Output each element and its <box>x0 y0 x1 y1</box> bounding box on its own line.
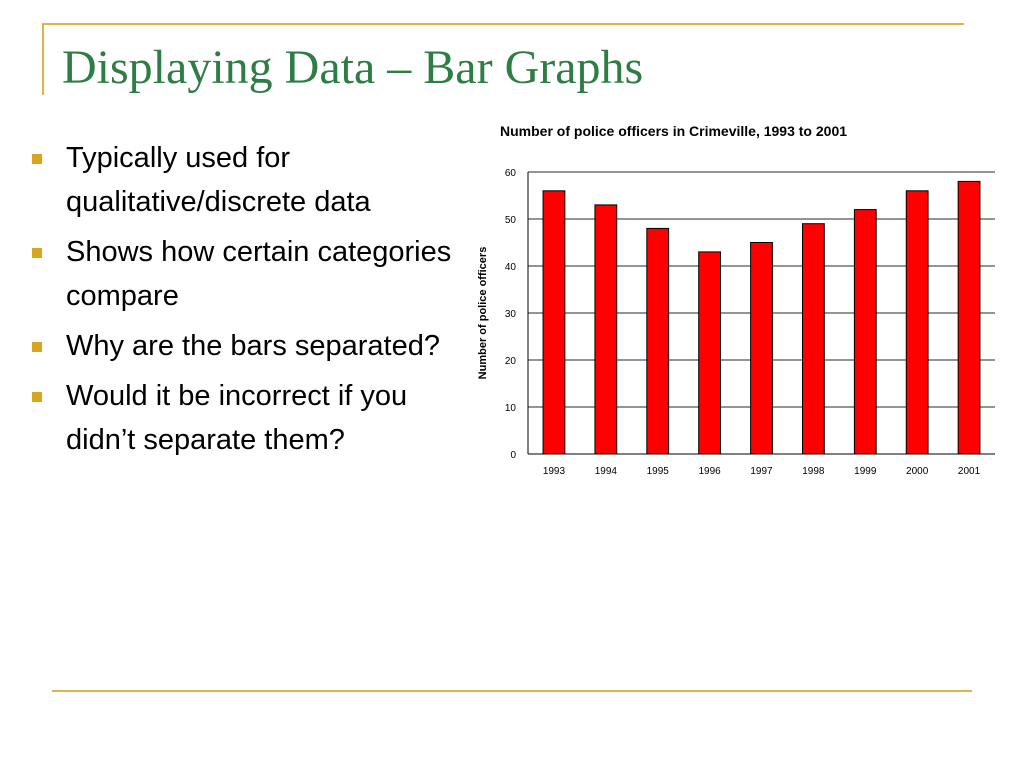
bar-1996 <box>698 251 722 455</box>
y-tick-label: 30 <box>505 309 517 320</box>
bullet-text: Typically used for qualitative/discrete … <box>66 142 371 218</box>
top-rule <box>42 23 964 25</box>
bullet-item: Why are the bars separated? <box>28 324 468 368</box>
bullet-text: Shows how certain categories compare <box>66 236 452 312</box>
y-tick-label: 10 <box>505 403 517 414</box>
bar-1995 <box>646 227 670 455</box>
bar-chart: 0 10 20 30 40 50 60 Number of police officers 19… <box>477 168 995 477</box>
square-bullet-icon <box>32 154 42 164</box>
bullet-item: Would it be incorrect if you didn’t sepa… <box>28 374 468 462</box>
bullet-item: Typically used for qualitative/discrete … <box>28 136 468 224</box>
x-tick-label: 2000 <box>906 466 929 477</box>
bar-1997 <box>750 242 773 455</box>
left-rule <box>42 23 44 95</box>
bottom-rule <box>52 690 972 692</box>
x-tick-label: 1997 <box>750 466 773 477</box>
bar-1994 <box>594 204 618 455</box>
y-tick-label: 0 <box>510 450 516 461</box>
square-bullet-icon <box>32 342 42 352</box>
x-tick-label: 1994 <box>595 466 618 477</box>
y-tick-label: 40 <box>505 262 517 273</box>
square-bullet-icon <box>32 392 42 402</box>
x-tick-label: 1995 <box>647 466 670 477</box>
x-tick-label: 2001 <box>958 466 981 477</box>
y-axis-label: Number of police officers <box>477 247 489 380</box>
square-bullet-icon <box>32 248 42 258</box>
y-tick-label: 60 <box>505 168 517 179</box>
y-tick-label: 20 <box>505 356 517 367</box>
bullet-item: Shows how certain categories compare <box>28 230 468 318</box>
bar-1999 <box>853 209 877 455</box>
x-tick-label: 1999 <box>854 466 877 477</box>
bar-2001 <box>957 180 981 455</box>
x-tick-label: 1998 <box>802 466 825 477</box>
x-tick-label: 1993 <box>543 466 566 477</box>
bar-1998 <box>801 223 825 455</box>
bullet-text: Why are the bars separated? <box>66 330 440 362</box>
bar-2000 <box>905 190 929 455</box>
y-tick-label: 50 <box>505 215 517 226</box>
chart-title: Number of police officers in Crimeville,… <box>500 123 848 139</box>
bullet-list: Typically used for qualitative/discrete … <box>28 136 468 468</box>
bullet-text: Would it be incorrect if you didn’t sepa… <box>66 380 408 456</box>
x-tick-label: 1996 <box>698 466 721 477</box>
bar-1993 <box>542 190 566 455</box>
slide-title: Displaying Data – Bar Graphs <box>62 41 644 94</box>
